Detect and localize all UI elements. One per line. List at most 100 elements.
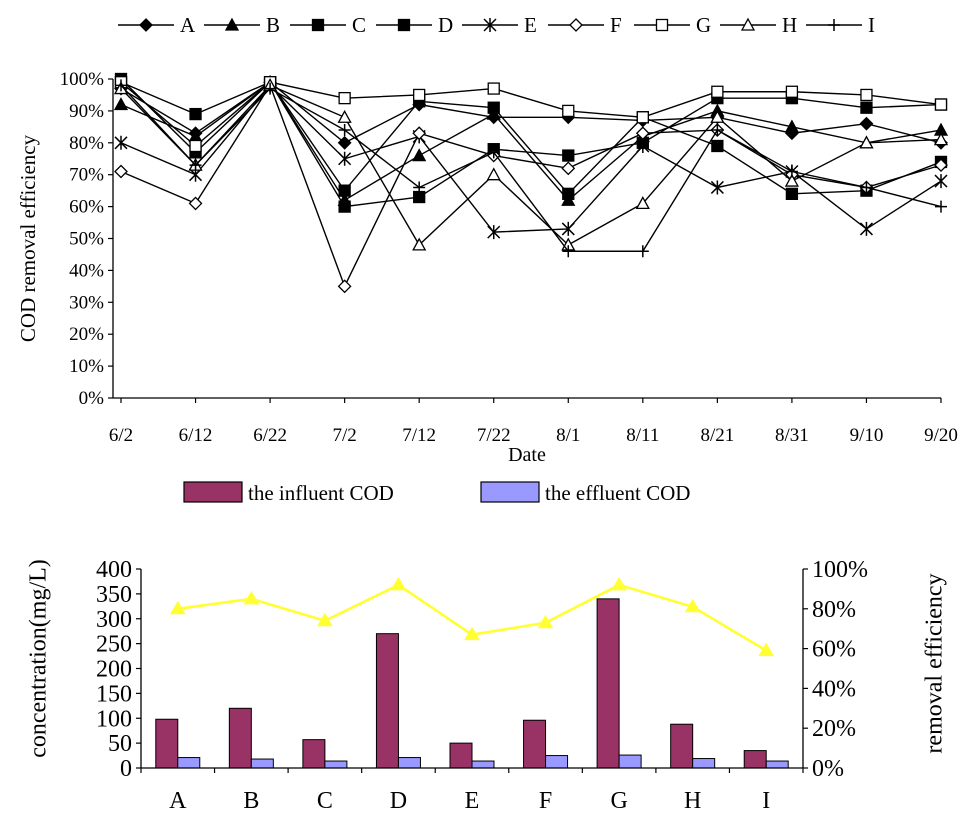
influent-bar-D — [375, 633, 399, 769]
legend-item-G: G — [634, 13, 711, 37]
removal-efficiency-line — [177, 583, 767, 652]
legend-item-effluent: the effluent COD — [480, 481, 690, 505]
top-y-axis-label: COD removal efficiency — [16, 134, 40, 342]
top-y-tick-label: 90% — [69, 101, 104, 122]
series-F — [114, 78, 948, 294]
top-x-tick-label: 6/22 — [253, 425, 287, 446]
effluent-bar-I — [765, 760, 789, 769]
series-I — [115, 79, 947, 258]
effluent-bar-H — [692, 758, 716, 769]
series-I-point — [264, 82, 277, 95]
removal-efficiency-point — [758, 642, 775, 657]
series-A-point — [337, 135, 352, 150]
series-I-point — [935, 200, 947, 213]
bottom-left-y-tick-label: 300 — [96, 607, 132, 633]
series-I-point — [711, 124, 724, 137]
series-G-point — [338, 91, 351, 105]
series-H-point — [933, 132, 949, 146]
series-E-point — [487, 225, 501, 240]
legend-marker — [655, 18, 669, 32]
top-x-tick-label: 8/11 — [626, 425, 659, 446]
series-H-point — [337, 109, 352, 123]
series-G-point — [785, 85, 799, 98]
top-x-axis-label: Date — [508, 444, 546, 466]
bottom-x-tick-label: D — [390, 788, 407, 814]
legend-item-E: E — [462, 13, 537, 37]
series-H-point — [486, 167, 501, 181]
influent-bar-G — [596, 598, 620, 769]
legend-label: the influent COD — [248, 481, 394, 505]
influent-bar-A — [155, 718, 179, 769]
removal-efficiency-point — [169, 600, 186, 615]
bottom-legend: the influent COD the effluent COD — [183, 481, 690, 505]
series-F-point — [635, 126, 650, 141]
series-D-line — [120, 78, 942, 195]
series-B-line — [120, 81, 942, 202]
influent-bar-C — [302, 739, 326, 769]
series-G-point — [189, 139, 202, 153]
series-F-point — [337, 279, 352, 294]
bottom-right-y-tick-label: 0% — [812, 756, 844, 782]
bottom-x-tick-label: F — [539, 788, 552, 814]
series-I-point — [487, 146, 500, 159]
series-C-point — [562, 149, 575, 162]
legend-swatch — [480, 481, 540, 503]
top-x-tick-label: 6/2 — [109, 425, 133, 446]
series-H-point — [635, 196, 650, 210]
bottom-x-tick-label: A — [169, 788, 187, 814]
series-I-line — [120, 84, 942, 252]
effluent-bar-G — [618, 754, 642, 769]
bottom-left-y-tick-label: 400 — [96, 557, 132, 583]
legend-item-A: A — [118, 13, 196, 37]
legend-label: C — [352, 13, 366, 37]
legend-marker — [740, 17, 756, 31]
legend-item-F: F — [548, 13, 622, 37]
influent-bar-H — [670, 723, 694, 769]
top-x-tick-label: 9/20 — [924, 425, 958, 446]
series-F-point — [561, 161, 576, 176]
removal-efficiency-point — [611, 576, 627, 591]
top-x-tick-label: 8/31 — [775, 425, 809, 446]
top-y-tick-label: 40% — [69, 260, 104, 281]
series-B-point — [113, 97, 129, 111]
removal-efficiency-point — [243, 590, 260, 605]
bottom-left-y-axis-label: concentration(mg/L) — [26, 559, 52, 758]
legend-marker — [569, 18, 583, 32]
series-G-point — [711, 85, 724, 98]
bottom-right-y-tick-label: 100% — [812, 557, 868, 583]
series-E-point — [338, 151, 352, 166]
bottom-x-tick-label: I — [762, 788, 770, 814]
removal-efficiency-point — [390, 576, 407, 591]
top-legend: A B C D E F G H I — [118, 13, 875, 37]
series-H-point — [859, 135, 874, 149]
legend-marker — [139, 18, 153, 32]
bottom-left-y-tick-label: 350 — [96, 582, 132, 608]
series-C-point — [338, 200, 351, 213]
series-G-point — [860, 88, 873, 102]
series-F-line — [120, 83, 942, 289]
series-G-point — [413, 88, 426, 102]
bottom-right-y-tick-label: 60% — [812, 637, 856, 663]
top-y-tick-label: 0% — [79, 388, 105, 409]
legend-label: D — [438, 13, 453, 37]
series-H-point — [710, 109, 725, 123]
series-D-point — [785, 187, 799, 200]
top-y-tick-label: 70% — [69, 165, 104, 186]
series-E-point — [636, 138, 650, 153]
bottom-x-tick-label: C — [317, 788, 333, 814]
series-B-point — [784, 119, 800, 133]
bottom-x-tick-label: H — [684, 788, 701, 814]
influent-bar-F — [523, 719, 547, 769]
top-y-tick-label: 80% — [69, 133, 104, 154]
effluent-bar-E — [471, 760, 495, 769]
top-x-tick-label: 9/10 — [850, 425, 884, 446]
series-E-point — [561, 221, 575, 236]
legend-marker — [311, 18, 325, 32]
bottom-x-tick-label: B — [243, 788, 259, 814]
series-I-point — [338, 124, 351, 137]
legend-marker — [397, 18, 411, 32]
effluent-bar-D — [397, 757, 421, 769]
influent-bar-I — [743, 750, 767, 769]
series-D-point — [338, 184, 351, 197]
